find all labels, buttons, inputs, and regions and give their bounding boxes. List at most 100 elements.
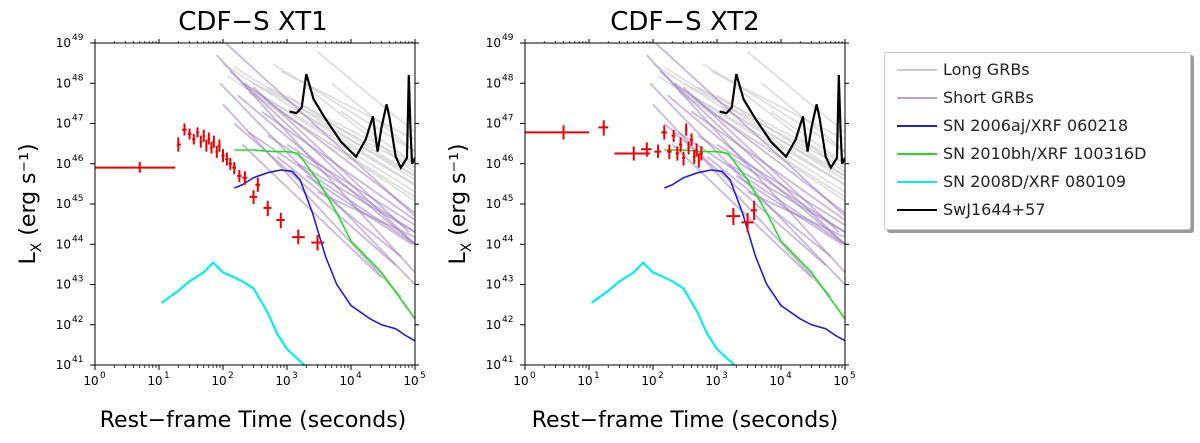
xt-data-point <box>232 162 237 175</box>
short-grb-line <box>747 190 845 239</box>
long-grb-line <box>340 110 415 165</box>
y-tick-label: 10 <box>486 237 501 251</box>
swj1644-line <box>719 73 845 170</box>
y-tick-exponent: 43 <box>502 275 513 285</box>
y-tick-label: 10 <box>56 197 71 211</box>
short-grb-line <box>224 43 415 217</box>
y-label-sub: X <box>29 242 45 252</box>
short-grb-line <box>229 70 415 246</box>
short-grb-line <box>305 175 413 246</box>
short-grb-line <box>716 143 845 226</box>
y-tick-label: 10 <box>56 237 71 251</box>
legend-item-long-grbs: Long GRBs <box>885 57 1190 83</box>
y-tick-label: 10 <box>56 278 71 292</box>
y-tick-exponent: 49 <box>72 33 84 43</box>
xt-data-point <box>695 143 698 157</box>
xt-data-point <box>199 135 203 148</box>
short-grb-line <box>297 162 415 233</box>
y-tick-exponent: 48 <box>72 73 84 83</box>
xt-data-point <box>218 139 221 152</box>
short-grb-line <box>233 122 397 267</box>
long-grb-line <box>286 94 415 177</box>
y-tick-label: 10 <box>486 157 501 171</box>
y-tick-exponent: 44 <box>72 234 84 244</box>
long-grb-line <box>663 66 845 181</box>
legend-item-sn2010bh: SN 2010bh/XRF 100316D <box>885 141 1190 167</box>
y-tick-exponent: 43 <box>72 275 83 285</box>
legend-swatch-long-grbs <box>897 69 937 71</box>
y-tick-label: 10 <box>486 76 501 90</box>
legend: Long GRBs Short GRBs SN 2006aj/XRF 06021… <box>884 52 1191 230</box>
x-tick-label: 10 <box>211 374 226 388</box>
xt-data-point <box>682 151 685 166</box>
plot-area <box>95 43 415 365</box>
long-grb-line <box>716 94 845 177</box>
xt-data-point <box>741 212 754 233</box>
legend-swatch-sn2010bh <box>897 153 937 155</box>
y-tick-label: 10 <box>56 358 71 372</box>
long-grb-line <box>280 70 415 141</box>
y-tick-label: 10 <box>56 318 71 332</box>
xt-data-point <box>242 171 248 185</box>
x-axis-label: Rest−frame Time (seconds) <box>532 408 839 433</box>
long-grb-line <box>260 94 415 186</box>
y-tick-label: 10 <box>56 157 71 171</box>
legend-swatch-short-grbs <box>897 97 937 99</box>
y-tick-exponent: 44 <box>502 234 514 244</box>
long-grb-line <box>690 94 845 186</box>
x-tick-exponent: 4 <box>786 371 792 381</box>
x-tick-exponent: 2 <box>228 371 234 381</box>
xt-data-point <box>641 142 652 157</box>
legend-item-sn2008d: SN 2008D/XRF 080109 <box>885 169 1190 195</box>
xt-data-point <box>614 146 651 161</box>
legend-label: SN 2006aj/XRF 060218 <box>943 116 1129 135</box>
xt-data-point <box>255 177 261 192</box>
xt-data-point <box>176 137 181 152</box>
short-grb-line <box>663 122 827 267</box>
x-tick-exponent: 3 <box>722 371 728 381</box>
x-tick-label: 10 <box>705 374 720 388</box>
short-grb-line <box>317 190 415 239</box>
chart-title: CDF−S XT1 <box>178 7 327 37</box>
y-tick-exponent: 41 <box>502 355 513 365</box>
x-tick-exponent: 4 <box>356 371 362 381</box>
sn2008d-line <box>160 261 306 365</box>
x-tick-label: 10 <box>147 374 162 388</box>
xt-data-point <box>236 169 242 183</box>
x-tick-label: 10 <box>83 374 98 388</box>
xt-data-point <box>684 123 688 136</box>
xt-data-point <box>207 132 211 145</box>
x-tick-label: 10 <box>513 374 528 388</box>
long-grb-line <box>746 51 845 134</box>
xt-data-point <box>221 149 225 163</box>
y-label-sub: X <box>459 242 475 252</box>
xt-data-point <box>671 129 676 142</box>
x-tick-label: 10 <box>577 374 592 388</box>
x-axis-label: Rest−frame Time (seconds) <box>100 408 407 433</box>
xt-data-point <box>202 129 205 142</box>
xt-data-point <box>666 144 672 160</box>
legend-swatch-sn2006aj <box>897 125 937 127</box>
plot-area <box>525 43 845 365</box>
sn2010bh-line <box>664 149 845 320</box>
sn2006aj-line <box>664 169 845 342</box>
x-tick-exponent: 1 <box>164 371 170 381</box>
xt-data-point <box>598 120 609 136</box>
xt-data-point <box>525 125 589 140</box>
long-grb-line <box>710 70 845 141</box>
y-label-main: L <box>446 252 471 265</box>
xt-data-point <box>311 234 325 251</box>
y-tick-label: 10 <box>486 36 501 50</box>
short-grb-line <box>654 43 845 217</box>
y-tick-label: 10 <box>486 358 501 372</box>
x-tick-label: 10 <box>833 374 848 388</box>
long-grb-line <box>233 66 415 181</box>
xt-data-point <box>212 135 216 148</box>
xt-data-point <box>679 137 683 152</box>
y-tick-exponent: 49 <box>502 33 514 43</box>
legend-label: SN 2008D/XRF 080109 <box>943 172 1127 191</box>
y-tick-label: 10 <box>486 117 501 131</box>
sn2010bh-line <box>234 149 415 320</box>
